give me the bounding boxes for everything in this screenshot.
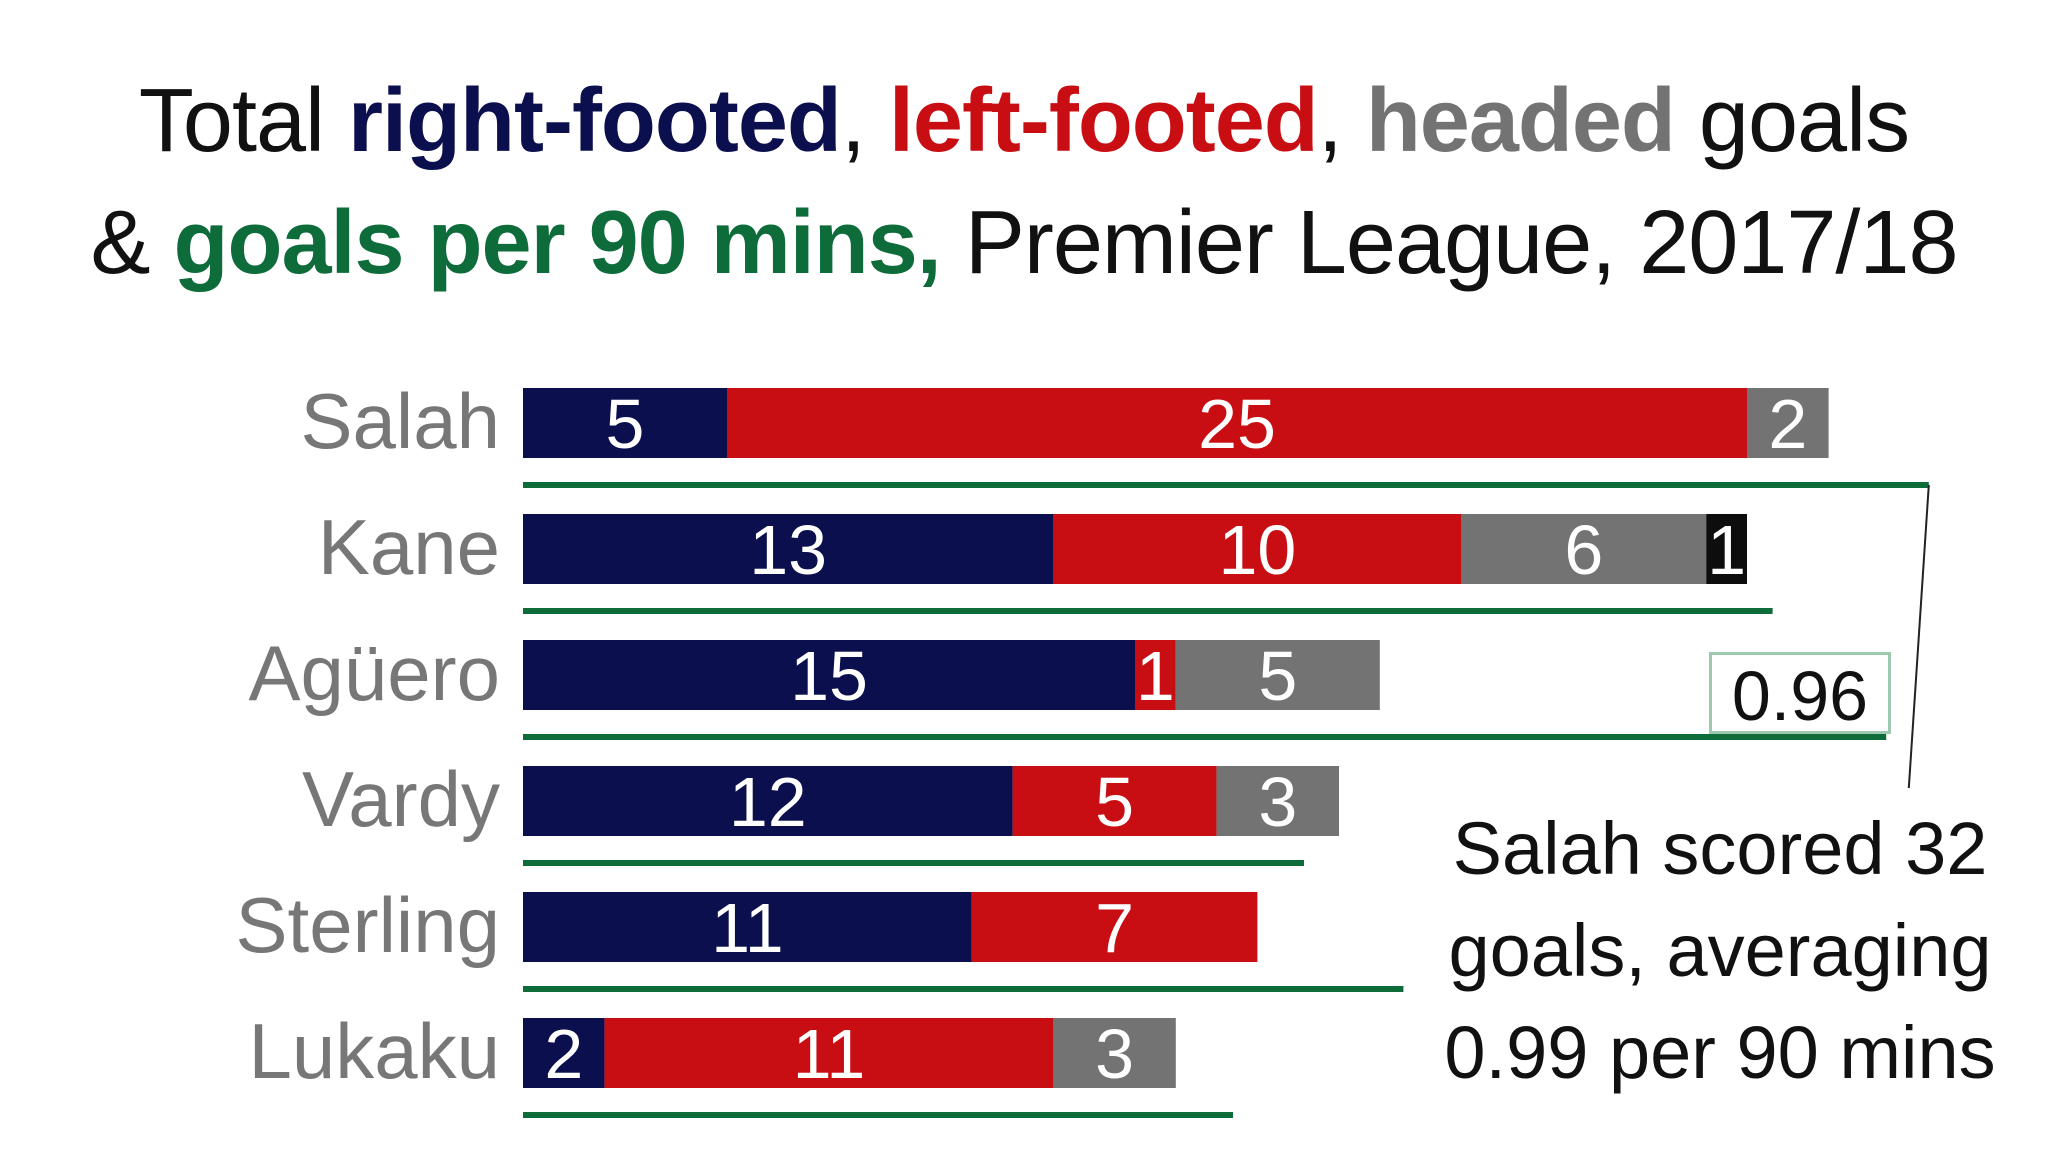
bar-value-label: 10 bbox=[1218, 511, 1296, 589]
bar-segment bbox=[727, 388, 1747, 458]
bar-value-label: 1 bbox=[1707, 511, 1746, 589]
bar-value-label: 6 bbox=[1564, 511, 1603, 589]
bar-value-label: 5 bbox=[1095, 763, 1134, 841]
bar-value-label: 2 bbox=[544, 1015, 583, 1093]
bar-value-label: 13 bbox=[749, 511, 827, 589]
player-label: Agüero bbox=[248, 629, 500, 717]
bar-segment bbox=[604, 1018, 1054, 1088]
bar-segment bbox=[523, 514, 1054, 584]
bar-segment bbox=[971, 892, 1258, 962]
title-text: Premier League, 2017/18 bbox=[940, 193, 1959, 293]
player-label: Sterling bbox=[236, 881, 500, 969]
bar-segment bbox=[1053, 514, 1462, 584]
bar-segment bbox=[1012, 766, 1217, 836]
title-line-2: & goals per 90 mins, Premier League, 201… bbox=[0, 182, 2048, 304]
bar-value-label: 25 bbox=[1198, 385, 1276, 463]
bar-value-label: 2 bbox=[1768, 385, 1807, 463]
bar-segment bbox=[523, 766, 1013, 836]
annotation-text: Salah scored 32 goals, averaging 0.99 pe… bbox=[1400, 798, 2040, 1104]
title-right-footed: right-footed bbox=[348, 71, 842, 171]
player-label: Vardy bbox=[302, 755, 500, 843]
bar-value-label: 5 bbox=[1258, 637, 1297, 715]
title-headed: headed bbox=[1365, 71, 1676, 171]
bar-value-label: 1 bbox=[1136, 637, 1175, 715]
title-text: Total bbox=[138, 71, 349, 171]
annotation-line-3: 0.99 per 90 mins bbox=[1444, 1011, 1996, 1094]
bar-segment bbox=[1053, 1018, 1176, 1088]
bar-value-label: 11 bbox=[793, 1015, 866, 1093]
bar-segment bbox=[1135, 640, 1176, 710]
bar-value-label: 12 bbox=[729, 763, 807, 841]
title-text: & bbox=[90, 193, 174, 293]
bar-segment bbox=[1216, 766, 1339, 836]
bar-segment bbox=[1706, 514, 1747, 584]
bar-value-label: 3 bbox=[1258, 763, 1297, 841]
title-line-1: Total right-footed, left-footed, headed … bbox=[0, 60, 2048, 182]
title-separator: , bbox=[1317, 71, 1366, 171]
bar-segment bbox=[1747, 388, 1829, 458]
bar-segment bbox=[523, 1018, 605, 1088]
bar-value-label: 3 bbox=[1095, 1015, 1134, 1093]
title-separator: , bbox=[840, 71, 889, 171]
bar-value-label: 15 bbox=[790, 637, 868, 715]
chart-title: Total right-footed, left-footed, headed … bbox=[0, 60, 2048, 304]
callout-value-box: 0.96 bbox=[1709, 652, 1891, 735]
player-label: Salah bbox=[301, 377, 501, 465]
title-per90: goals per 90 mins, bbox=[173, 193, 942, 293]
annotation-line-1: Salah scored 32 bbox=[1452, 807, 1988, 890]
bar-value-label: 11 bbox=[711, 889, 784, 967]
player-label: Kane bbox=[318, 503, 500, 591]
title-text: goals bbox=[1674, 71, 1910, 171]
bar-segment bbox=[523, 388, 727, 458]
bar-value-label: 5 bbox=[606, 385, 645, 463]
annotation-connector bbox=[1907, 484, 1930, 789]
annotation-line-2: goals, averaging bbox=[1448, 909, 1992, 992]
title-left-footed: left-footed bbox=[888, 71, 1319, 171]
bar-segment bbox=[523, 640, 1135, 710]
bar-segment bbox=[1175, 640, 1380, 710]
bar-segment bbox=[1461, 514, 1707, 584]
player-label: Lukaku bbox=[248, 1007, 500, 1095]
bar-segment bbox=[523, 892, 972, 962]
bar-value-label: 7 bbox=[1095, 889, 1134, 967]
